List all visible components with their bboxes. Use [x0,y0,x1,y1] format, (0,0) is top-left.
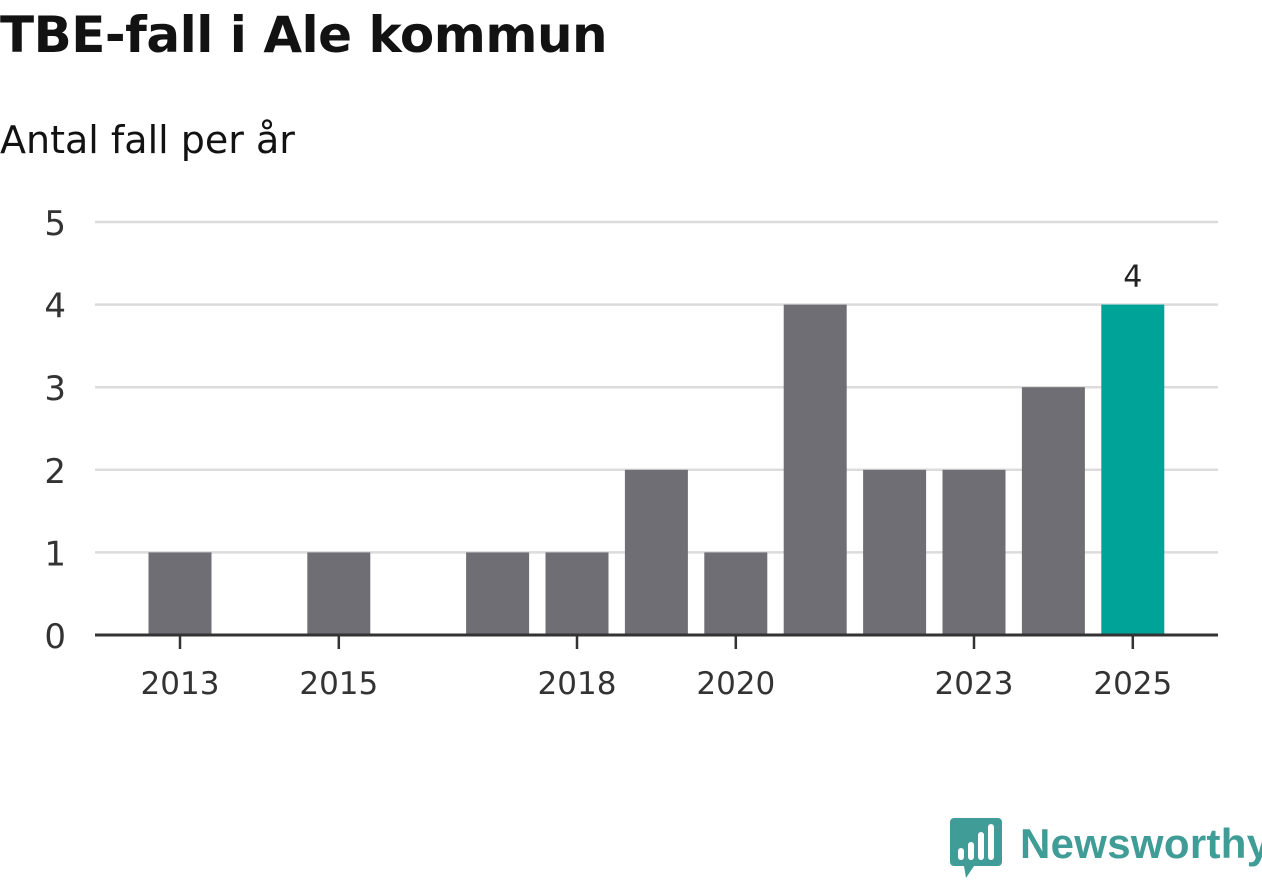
bar-2019 [624,469,688,635]
chart-subtitle: Antal fall per år [0,118,295,162]
y-tick-label: 1 [44,534,66,574]
bar-2022 [863,469,927,635]
data-labels: 4 [1123,260,1142,295]
data-label-2025: 4 [1123,260,1142,295]
bar-2025 [1101,304,1165,635]
y-axis-tick-labels: 0 1 2 3 4 5 [44,204,66,657]
brand-name: Newsworthy [1020,820,1262,867]
bar-2018 [545,552,609,635]
newsworthy-logo-icon [950,818,1002,878]
y-tick-label: 3 [44,369,66,409]
x-tick-label: 2013 [141,666,220,702]
x-tick-label: 2023 [935,666,1014,702]
chart-title: TBE-fall i Ale kommun [0,6,608,64]
bar-2024 [1021,387,1085,635]
bar-2020 [704,552,768,635]
bar-2013 [148,552,212,635]
bar-2017 [466,552,530,635]
bars [148,304,1165,635]
y-tick-label: 2 [44,452,66,492]
brand: Newsworthy [950,818,1262,880]
x-tick-label: 2018 [538,666,617,702]
x-tick-label: 2015 [299,666,378,702]
x-axis: 2013 2015 2018 2020 2023 2025 [95,633,1218,702]
y-tick-label: 5 [44,204,66,244]
bar-2015 [307,552,371,635]
y-tick-label: 4 [44,287,66,327]
x-tick-label: 2020 [696,666,775,702]
y-tick-label: 0 [44,617,66,657]
bar-2023 [942,469,1006,635]
x-tick-label: 2025 [1093,666,1172,702]
bar-2021 [783,304,847,635]
